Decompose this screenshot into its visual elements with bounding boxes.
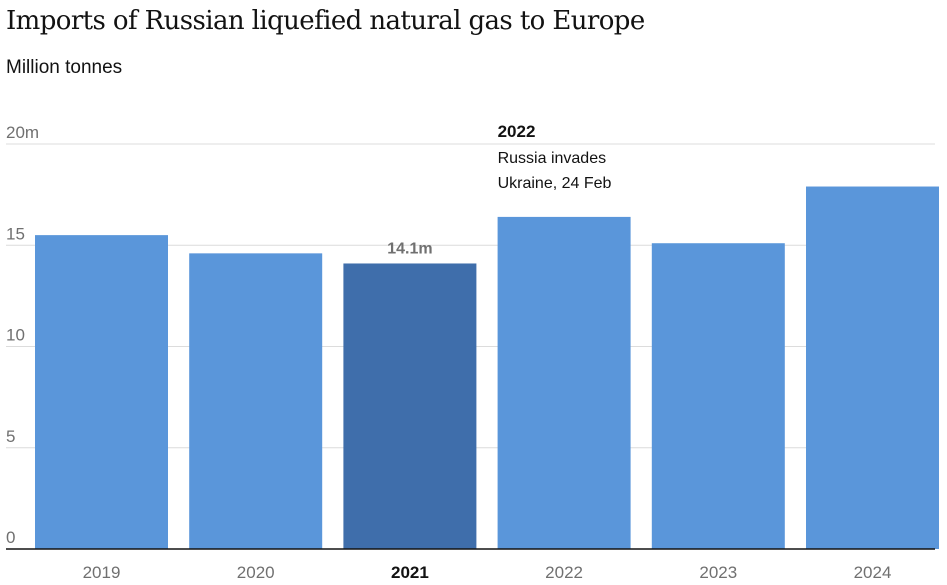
y-tick-label-10: 10 <box>6 326 25 345</box>
x-tick-label-2023: 2023 <box>699 563 737 582</box>
y-tick-label-15: 15 <box>6 224 25 243</box>
y-tick-label-5: 5 <box>6 427 15 446</box>
bar-2023 <box>651 243 785 549</box>
data-label-2021: 14.1m <box>387 240 432 257</box>
labels: 14.1m 2022 Russia invades Ukraine, 24 Feb <box>387 122 611 257</box>
x-tick-label-2024: 2024 <box>854 563 892 582</box>
y-axis-ticks: 0 5 10 15 20m <box>6 123 39 547</box>
x-axis-ticks: 2019 2020 2021 2022 2023 2024 <box>6 548 935 582</box>
annotation-line-1: Russia invades <box>498 150 606 167</box>
bar-2022 <box>497 216 631 549</box>
x-tick-label-2021: 2021 <box>391 563 429 582</box>
chart-subtitle: Million tonnes <box>6 57 123 78</box>
annotation-line-2: Ukraine, 24 Feb <box>498 175 612 192</box>
x-tick-label-2019: 2019 <box>83 563 121 582</box>
bar-2021 <box>343 263 477 549</box>
bar-2019 <box>35 235 168 549</box>
x-tick-label-2022: 2022 <box>545 563 583 582</box>
bar-2020 <box>189 253 323 549</box>
x-tick-label-2020: 2020 <box>237 563 275 582</box>
y-tick-label-0: 0 <box>6 528 15 547</box>
annotation-title: 2022 <box>498 122 536 141</box>
chart-title: Imports of Russian liquefied natural gas… <box>6 6 645 36</box>
bars <box>35 186 939 549</box>
bar-2024 <box>806 186 939 549</box>
y-tick-label-20: 20m <box>6 123 39 142</box>
